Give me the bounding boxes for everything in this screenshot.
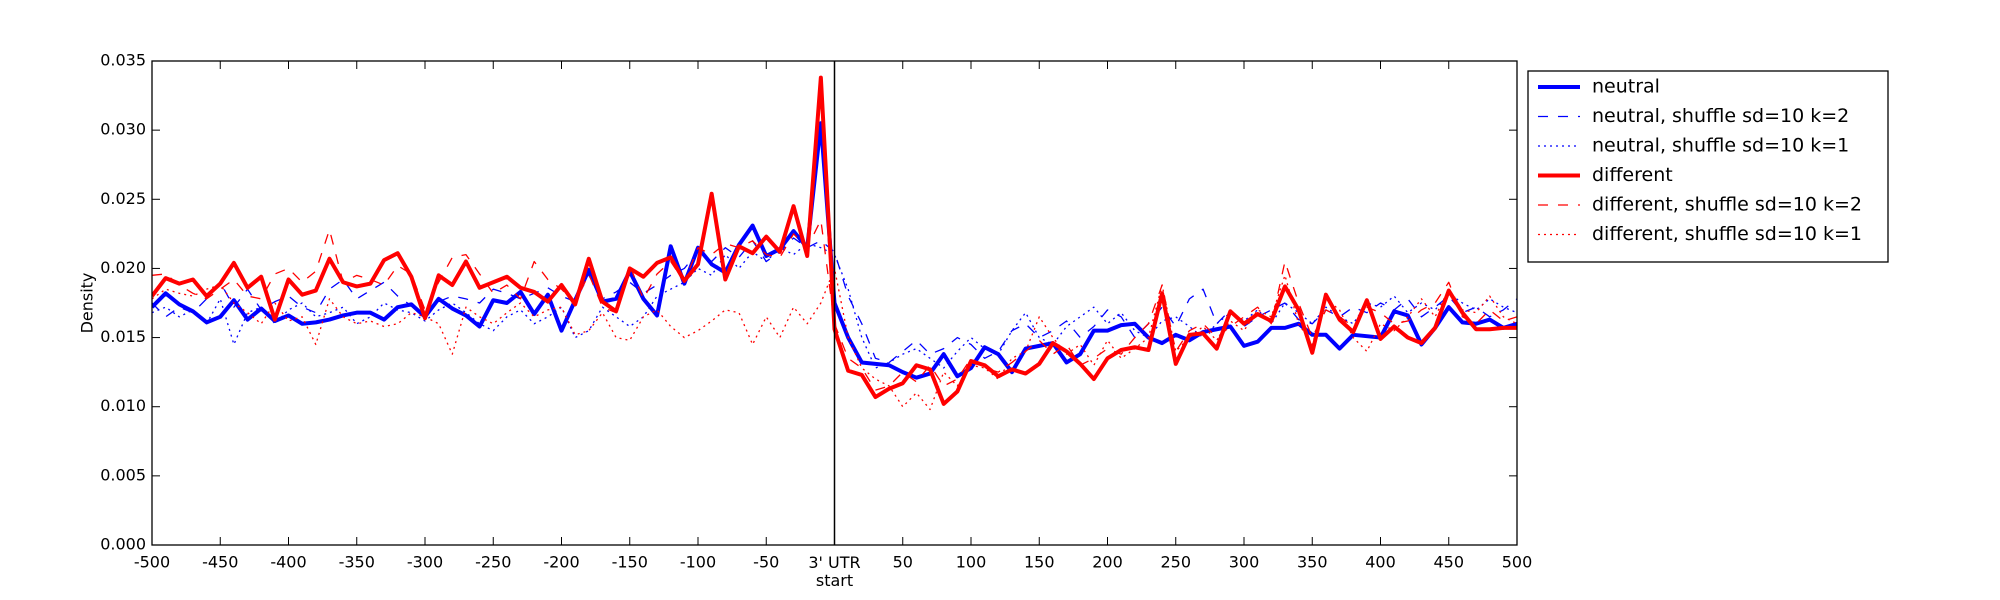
- legend-label: neutral, shuffle sd=10 k=1: [1592, 135, 1849, 157]
- x-tick-label: 300: [1229, 553, 1260, 572]
- x-tick-label: 50: [893, 553, 913, 572]
- x-tick-label-line: start: [816, 571, 853, 590]
- y-tick-label: 0.030: [100, 120, 146, 139]
- x-tick-label: -150: [612, 553, 648, 572]
- legend-label: different, shuffle sd=10 k=2: [1592, 194, 1862, 216]
- x-tick-label: 250: [1160, 553, 1191, 572]
- y-tick-label: 0.025: [100, 189, 146, 208]
- x-tick-label: 150: [1024, 553, 1055, 572]
- legend-label: neutral, shuffle sd=10 k=2: [1592, 105, 1849, 127]
- x-tick-label: -50: [753, 553, 779, 572]
- x-tick-label: 500: [1502, 553, 1533, 572]
- x-tick-label: -100: [680, 553, 716, 572]
- y-axis-label: Density: [78, 273, 97, 334]
- series-line: [152, 237, 1517, 364]
- legend-label: different: [1592, 164, 1673, 186]
- y-tick-label: 0.005: [100, 465, 146, 484]
- x-tick-label: -200: [543, 553, 579, 572]
- x-tick-label: -350: [339, 553, 375, 572]
- x-tick-label: 450: [1433, 553, 1464, 572]
- x-tick-label: 100: [956, 553, 987, 572]
- x-tick-label: -400: [270, 553, 306, 572]
- y-tick-label: 0.000: [100, 535, 146, 554]
- y-tick-label: 0.010: [100, 396, 146, 415]
- y-tick-label: 0.015: [100, 327, 146, 346]
- x-tick-label: 200: [1092, 553, 1123, 572]
- x-tick-label: -500: [134, 553, 170, 572]
- y-tick-label: 0.020: [100, 258, 146, 277]
- y-tick-label: 0.035: [100, 51, 146, 70]
- legend-label: neutral: [1592, 76, 1660, 98]
- x-tick-label: 350: [1297, 553, 1328, 572]
- x-tick-label-line: 3' UTR: [808, 553, 860, 572]
- x-tick-label: 3' UTR start: [808, 553, 860, 590]
- x-tick-label: -300: [407, 553, 443, 572]
- legend-label: different, shuffle sd=10 k=1: [1592, 223, 1862, 245]
- x-tick-label: 400: [1365, 553, 1396, 572]
- legend-box: [1527, 70, 1889, 263]
- x-tick-label: -450: [202, 553, 238, 572]
- x-tick-label: -250: [475, 553, 511, 572]
